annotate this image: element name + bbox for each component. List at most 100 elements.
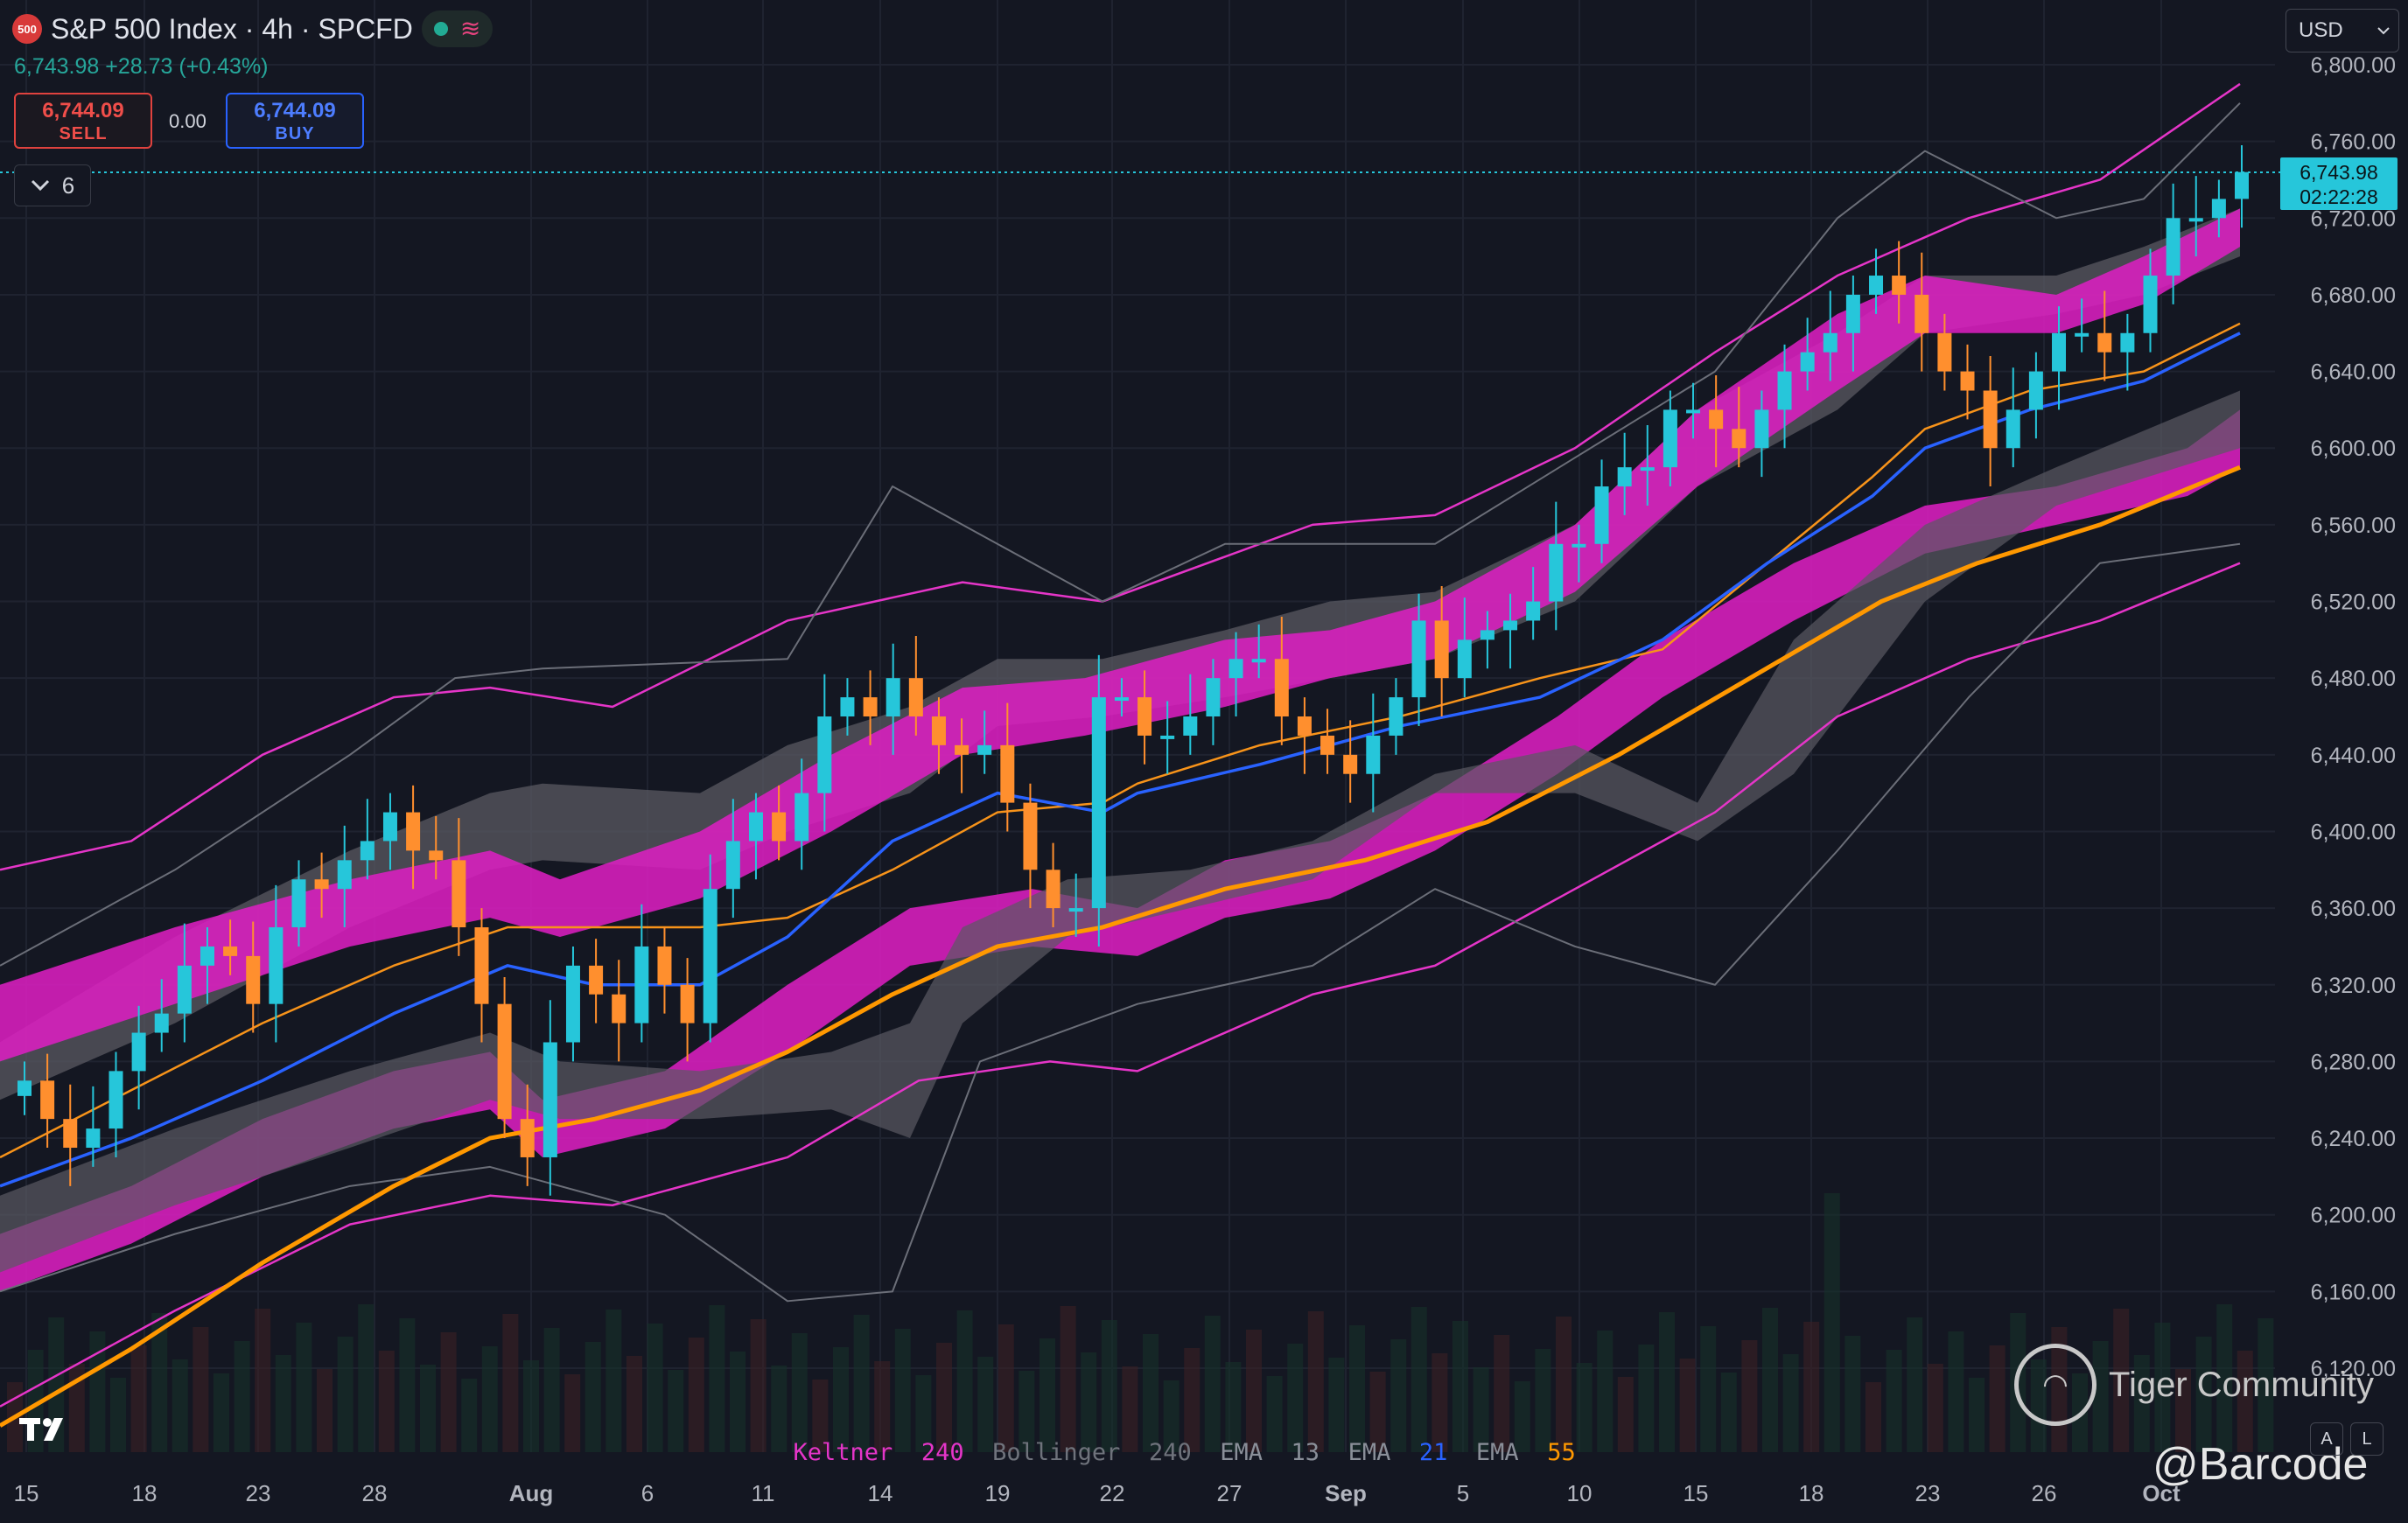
candle-body bbox=[1160, 735, 1175, 739]
volume-bar bbox=[647, 1324, 663, 1452]
legend-ema-21[interactable]: EMA 21 bbox=[1348, 1439, 1448, 1466]
price-tick-label: 6,320.00 bbox=[2311, 974, 2396, 998]
volume-bar bbox=[1617, 1377, 1634, 1452]
candle-body bbox=[612, 994, 626, 1023]
tradingview-logo-icon[interactable] bbox=[19, 1415, 74, 1443]
volume-bar bbox=[461, 1379, 478, 1452]
candle-body bbox=[429, 850, 444, 861]
candle-body bbox=[725, 841, 740, 890]
time-axis[interactable]: 15 18 23 28 Aug 6 11 14 19 22 27 Sep 5 10 15 18 23 26 Oct bbox=[14, 1480, 2180, 1506]
chart-header: 500 S&P 500 Index · 4h · SPCFD ≋ bbox=[12, 10, 494, 47]
last-price-tag: 6,743.98 02:22:28 bbox=[2280, 157, 2398, 210]
candle-body bbox=[1138, 697, 1152, 736]
volume-bar bbox=[2195, 1337, 2212, 1452]
candle-body bbox=[1297, 716, 1312, 736]
price-axis[interactable]: 6,800.00 6,760.00 6,720.00 6,680.00 6,640.00… bbox=[2311, 53, 2396, 1381]
volume-bar bbox=[894, 1329, 911, 1452]
time-tick-label: 5 bbox=[1457, 1480, 1469, 1506]
volume-bar bbox=[89, 1331, 106, 1452]
symbol-title[interactable]: S&P 500 Index · 4h · SPCFD bbox=[51, 12, 413, 45]
price-tick-label: 6,760.00 bbox=[2311, 130, 2396, 155]
candle-body bbox=[1274, 659, 1289, 716]
log-scale-button[interactable]: L bbox=[2350, 1422, 2384, 1456]
volume-bar bbox=[1494, 1335, 1510, 1452]
buy-button[interactable]: 6,744.09 BUY bbox=[226, 93, 364, 149]
volume-bar bbox=[2092, 1341, 2109, 1452]
ema-55-line bbox=[0, 465, 2241, 1428]
candle-body bbox=[1320, 735, 1335, 755]
volume-bar bbox=[1349, 1325, 1365, 1452]
candle-body bbox=[1572, 543, 1586, 548]
time-tick-label: Aug bbox=[509, 1480, 554, 1506]
currency-value: USD bbox=[2299, 18, 2343, 42]
indicator-bands bbox=[0, 208, 2240, 1292]
sell-label: SELL bbox=[59, 124, 108, 143]
price-tick-label: 6,440.00 bbox=[2311, 744, 2396, 768]
volume-bar bbox=[1163, 1380, 1180, 1452]
volume-bar bbox=[1824, 1193, 1840, 1452]
volume-bar bbox=[543, 1328, 560, 1452]
volume-bar bbox=[2216, 1304, 2233, 1452]
last-price: 6,743.98 bbox=[2300, 161, 2378, 184]
candle-body bbox=[1068, 908, 1083, 912]
legend-bollinger[interactable]: Bollinger 240 bbox=[992, 1439, 1192, 1466]
candle-body bbox=[1389, 697, 1404, 736]
volume-bar bbox=[998, 1324, 1014, 1452]
legend-ema-55[interactable]: EMA 55 bbox=[1475, 1439, 1576, 1466]
time-tick-label: 23 bbox=[1915, 1480, 1941, 1506]
volume-bar bbox=[1720, 1373, 1737, 1452]
candle-body bbox=[1046, 870, 1060, 909]
price-tick-label: 6,680.00 bbox=[2311, 283, 2396, 308]
candle-body bbox=[680, 984, 695, 1023]
price-tick-label: 6,280.00 bbox=[2311, 1050, 2396, 1074]
volume-bar bbox=[1576, 1363, 1592, 1452]
legend-keltner[interactable]: Keltner 240 bbox=[793, 1439, 964, 1466]
volume-bar bbox=[130, 1345, 147, 1452]
candle-body bbox=[1937, 332, 1952, 372]
volume-bar bbox=[1204, 1316, 1221, 1452]
indicator-legend[interactable]: Keltner 240 Bollinger 240 EMA 13 EMA 21 … bbox=[765, 1412, 1576, 1466]
candle-body bbox=[1869, 276, 1884, 295]
volume-bar bbox=[440, 1332, 457, 1452]
candle-body bbox=[177, 965, 192, 1014]
candle-body bbox=[817, 716, 832, 793]
candle-body bbox=[1091, 697, 1106, 909]
volume-bar bbox=[2133, 1355, 2150, 1452]
candle-body bbox=[18, 1080, 32, 1096]
volume-bar bbox=[1679, 1359, 1696, 1452]
candle-body bbox=[200, 946, 214, 966]
legend-ema-13[interactable]: EMA 13 bbox=[1220, 1439, 1320, 1466]
auto-scale-button[interactable]: A bbox=[2310, 1422, 2343, 1456]
volume-bar bbox=[2175, 1369, 2191, 1452]
candle-body bbox=[452, 860, 466, 928]
indicator-count: 6 bbox=[61, 171, 75, 199]
candle-body bbox=[2211, 199, 2226, 219]
volume-bar bbox=[1473, 1367, 1489, 1452]
volume-bar bbox=[1803, 1322, 1820, 1452]
candle-body bbox=[86, 1128, 101, 1149]
volume-bar bbox=[420, 1365, 436, 1452]
candle-body bbox=[977, 744, 992, 755]
tiger-logo-icon: ◠ bbox=[2014, 1344, 2096, 1426]
ema-13-line bbox=[0, 322, 2241, 1159]
candle-body bbox=[2235, 171, 2249, 199]
time-tick-label: 19 bbox=[985, 1480, 1011, 1506]
candle-body bbox=[1183, 716, 1198, 736]
volume-bar bbox=[2154, 1323, 2171, 1452]
volume-bar bbox=[1741, 1340, 1758, 1452]
candle-body bbox=[474, 927, 489, 1004]
currency-select[interactable]: USD bbox=[2286, 9, 2399, 52]
candle-body bbox=[1457, 639, 1472, 679]
candle-body bbox=[360, 841, 374, 861]
volume-bar bbox=[214, 1373, 229, 1452]
candle-body bbox=[1983, 390, 1998, 449]
sell-button[interactable]: 6,744.09 SELL bbox=[14, 93, 152, 149]
keltner-lower-line bbox=[0, 562, 2241, 1408]
volume-bar bbox=[977, 1357, 994, 1452]
volume-bar bbox=[1246, 1330, 1262, 1452]
time-tick-label: 10 bbox=[1567, 1480, 1592, 1506]
indicators-toggle-button[interactable]: 6 bbox=[14, 164, 91, 206]
volume-bar bbox=[358, 1304, 374, 1452]
status-pill[interactable]: ≋ bbox=[421, 10, 494, 47]
